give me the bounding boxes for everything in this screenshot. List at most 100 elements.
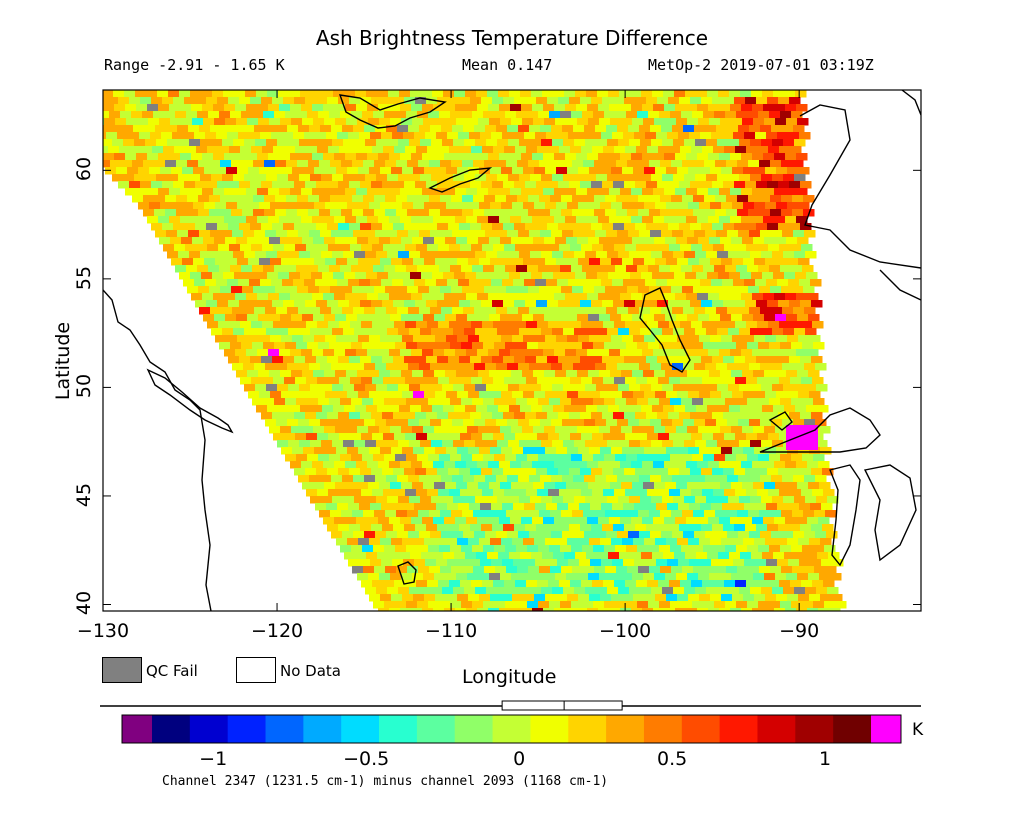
swath-pixel bbox=[372, 244, 384, 252]
swath-pixel bbox=[573, 363, 585, 371]
swath-pixel bbox=[725, 111, 737, 119]
swath-pixel bbox=[613, 468, 625, 476]
swath-pixel bbox=[335, 118, 347, 126]
swath-pixel bbox=[581, 377, 593, 385]
swath-pixel bbox=[406, 601, 418, 609]
swath-pixel bbox=[753, 482, 765, 490]
swath-pixel bbox=[171, 202, 183, 210]
swath-pixel bbox=[246, 153, 258, 161]
swath-pixel bbox=[713, 244, 725, 252]
swath-pixel bbox=[683, 230, 695, 238]
swath-pixel bbox=[702, 244, 714, 252]
swath-pixel bbox=[584, 419, 596, 427]
swath-pixel bbox=[642, 153, 654, 161]
swath-pixel bbox=[749, 531, 761, 539]
swath-pixel bbox=[331, 363, 343, 371]
swath-pixel bbox=[620, 349, 632, 357]
swath-pixel bbox=[348, 279, 360, 287]
swath-pixel bbox=[786, 314, 798, 322]
swath-pixel bbox=[771, 307, 783, 315]
swath-pixel bbox=[255, 384, 267, 392]
swath-pixel bbox=[408, 230, 420, 238]
swath-pixel bbox=[617, 419, 629, 427]
swath-pixel bbox=[309, 419, 321, 427]
swath-pixel bbox=[506, 195, 518, 203]
swath-pixel bbox=[540, 307, 552, 315]
swath-pixel bbox=[367, 104, 379, 112]
swath-pixel bbox=[668, 97, 680, 105]
swath-pixel bbox=[690, 223, 702, 231]
swath-pixel bbox=[406, 265, 418, 273]
swath-pixel bbox=[579, 132, 591, 140]
swath-pixel bbox=[400, 188, 412, 196]
swath-pixel bbox=[637, 265, 649, 273]
swath-pixel bbox=[277, 328, 289, 336]
swath-pixel bbox=[607, 174, 619, 182]
swath-pixel bbox=[734, 223, 746, 231]
swath-pixel bbox=[550, 286, 562, 294]
swath-pixel bbox=[419, 125, 431, 133]
swath-pixel bbox=[356, 461, 368, 469]
swath-pixel bbox=[468, 167, 480, 175]
swath-pixel bbox=[431, 251, 443, 259]
swath-pixel bbox=[257, 104, 269, 112]
swath-pixel bbox=[583, 510, 595, 518]
swath-pixel bbox=[655, 594, 667, 602]
swath-pixel bbox=[632, 118, 644, 126]
swath-pixel bbox=[310, 496, 322, 504]
swath-pixel bbox=[467, 237, 479, 245]
swath-pixel bbox=[420, 496, 432, 504]
swath-pixel bbox=[824, 545, 836, 553]
swath-pixel bbox=[636, 489, 648, 497]
swath-pixel bbox=[407, 160, 419, 168]
swath-pixel bbox=[730, 608, 742, 611]
swath-pixel bbox=[243, 125, 255, 133]
swath-pixel bbox=[701, 412, 713, 420]
swath-pixel bbox=[125, 188, 137, 196]
swath-pixel bbox=[710, 391, 722, 399]
swath-pixel bbox=[523, 391, 535, 399]
swath-pixel bbox=[724, 377, 736, 385]
swath-pixel bbox=[509, 405, 521, 413]
swath-pixel bbox=[546, 503, 558, 511]
swath-pixel bbox=[687, 573, 699, 581]
swath-pixel bbox=[346, 314, 358, 322]
swath-pixel bbox=[628, 419, 640, 427]
swath-pixel bbox=[728, 251, 740, 259]
swath-pixel bbox=[494, 454, 506, 462]
swath-pixel bbox=[450, 601, 462, 609]
swath-pixel bbox=[378, 349, 390, 357]
swath-pixel bbox=[412, 314, 424, 322]
swath-pixel bbox=[569, 356, 581, 364]
swath-pixel bbox=[217, 97, 229, 105]
swath-pixel bbox=[254, 307, 266, 315]
swath-pixel bbox=[534, 447, 546, 455]
swath-pixel bbox=[73, 132, 85, 140]
swath-pixel bbox=[745, 223, 757, 231]
swath-pixel bbox=[267, 272, 279, 280]
swath-pixel bbox=[417, 342, 429, 350]
swath-pixel bbox=[552, 384, 564, 392]
swath-pixel bbox=[576, 608, 588, 611]
swath-pixel bbox=[507, 230, 519, 238]
swath-pixel bbox=[571, 601, 583, 609]
swath-pixel bbox=[322, 90, 334, 98]
swath-pixel bbox=[741, 293, 753, 301]
swath-pixel bbox=[799, 559, 811, 567]
swath-pixel bbox=[468, 391, 480, 399]
swath-pixel bbox=[192, 118, 204, 126]
swath-pixel bbox=[327, 524, 339, 532]
swath-pixel bbox=[619, 405, 631, 413]
swath-pixel bbox=[199, 125, 211, 133]
swath-pixel bbox=[789, 524, 801, 532]
swath-pixel bbox=[660, 510, 672, 518]
swath-pixel bbox=[532, 188, 544, 196]
swath-pixel bbox=[337, 279, 349, 287]
swath-pixel bbox=[590, 559, 602, 567]
swath-pixel bbox=[712, 468, 724, 476]
swath-pixel bbox=[319, 286, 331, 294]
swath-pixel bbox=[380, 391, 392, 399]
swath-pixel bbox=[644, 167, 656, 175]
swath-pixel bbox=[548, 489, 560, 497]
swath-pixel bbox=[569, 412, 581, 420]
